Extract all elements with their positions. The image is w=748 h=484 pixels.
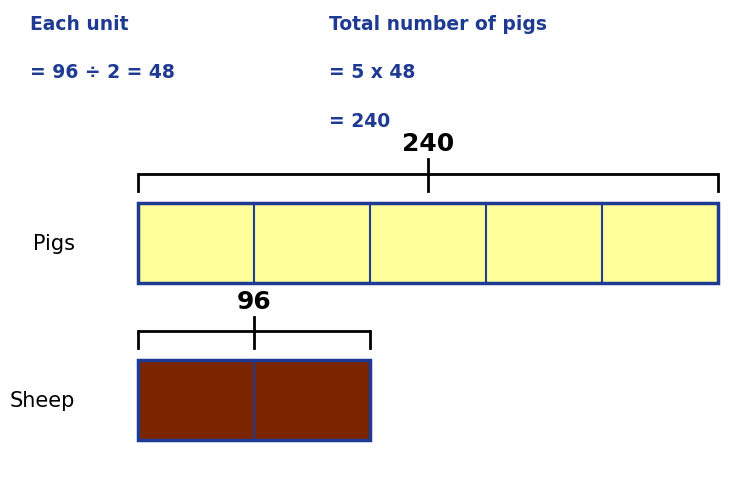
- Text: Each unit: Each unit: [30, 15, 129, 33]
- Text: = 5 x 48: = 5 x 48: [329, 63, 415, 82]
- Bar: [138, 203, 718, 283]
- Text: = 240: = 240: [329, 111, 390, 130]
- Text: Pigs: Pigs: [33, 233, 75, 253]
- Text: = 96 ÷ 2 = 48: = 96 ÷ 2 = 48: [30, 63, 175, 82]
- Text: Total number of pigs: Total number of pigs: [329, 15, 547, 33]
- Text: Sheep: Sheep: [10, 391, 75, 410]
- Text: 240: 240: [402, 132, 454, 156]
- Bar: [138, 361, 370, 440]
- Text: 96: 96: [237, 289, 272, 313]
